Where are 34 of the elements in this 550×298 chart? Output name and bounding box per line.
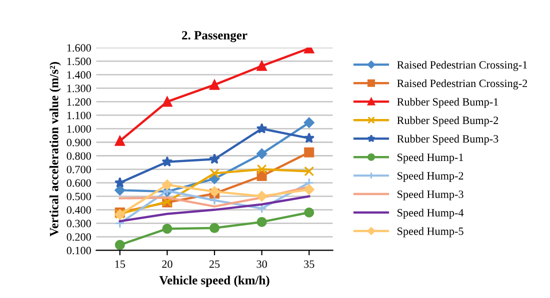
y-tick-label: 0.800 (66, 152, 91, 160)
y-tick-label: 0.700 (66, 166, 91, 174)
chart-title: 2. Passenger (182, 31, 248, 42)
y-tick-label: 0.300 (66, 220, 91, 228)
y-tick-label: 0.500 (66, 192, 91, 200)
y-tick-label: 1.300 (67, 84, 91, 92)
y-axis-title: Vertical acceleration value (m/s²) (49, 62, 61, 236)
x-tick-label: 30 (256, 260, 267, 268)
y-tick-label: 1.500 (67, 58, 91, 66)
legend-label: Speed Hump-3 (398, 190, 464, 200)
legend-label: Rubber Speed Bump-1 (397, 98, 498, 108)
y-tick-label: 1.000 (67, 125, 91, 133)
y-tick-label: 1.100 (67, 112, 91, 120)
y-tick-label: 0.400 (66, 206, 91, 214)
x-tick-label: 35 (304, 260, 314, 268)
y-tick-label: 1.600 (67, 44, 91, 52)
y-tick-label: 0.200 (66, 233, 91, 241)
legend-label: Raised Pedestrian Crossing-1 (397, 60, 527, 71)
y-tick-label: 0.600 (66, 179, 91, 187)
y-tick-label: 1.400 (67, 71, 91, 79)
legend-label: Speed Hump-4 (398, 208, 464, 219)
legend-label: Raised Pedestrian Crossing-2 (397, 79, 528, 90)
legend-label: Rubber Speed Bump-2 (397, 116, 498, 126)
legend-label: Speed Hump-2 (398, 172, 464, 182)
y-tick-label: 0.900 (66, 138, 91, 146)
legend-label: Speed Hump-1 (398, 153, 464, 164)
x-axis-title: Vehicle speed (km/h) (159, 276, 270, 288)
legend-label: Rubber Speed Bump-3 (397, 134, 498, 145)
y-tick-label: 1.200 (67, 98, 91, 106)
y-tick-label: 0.100 (66, 246, 91, 254)
legend-label: Speed Hump-5 (398, 227, 464, 238)
x-tick-label: 20 (162, 260, 172, 268)
x-tick-label: 15 (115, 260, 126, 268)
x-tick-label: 25 (209, 260, 220, 268)
